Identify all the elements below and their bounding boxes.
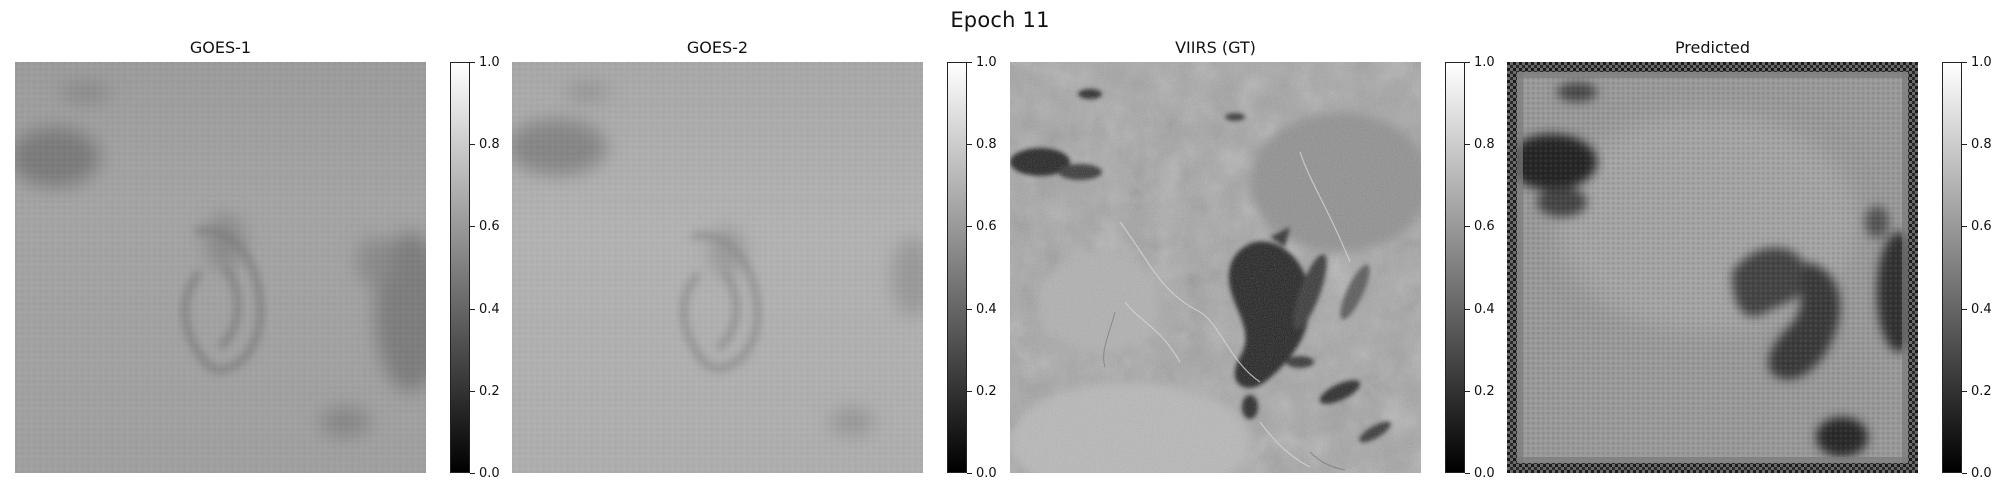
colorbar-tick-label: 0.8 — [1474, 137, 1495, 152]
colorbar-tick-label: 0.6 — [479, 219, 500, 234]
colorbar-tick — [967, 391, 972, 392]
colorbar-tick-label: 0.4 — [976, 302, 997, 317]
panel-title-goes-2: GOES-2 — [686, 38, 749, 57]
colorbar-tick — [967, 309, 972, 310]
goes-1-satellite-image — [15, 62, 426, 473]
colorbar-tick-label: 0.4 — [1474, 302, 1495, 317]
colorbar-tick-label: 0.8 — [479, 137, 500, 152]
colorbar-tick-label: 1.0 — [479, 55, 500, 70]
panel-goes-2: GOES-2 — [512, 0, 997, 500]
colorbar-tick-label: 0.0 — [479, 466, 500, 481]
colorbar-tick — [470, 391, 475, 392]
panel-title-viirs-gt: VIIRS (GT) — [1175, 38, 1256, 57]
colorbar-tick — [1962, 144, 1967, 145]
viirs-ground-truth-satellite-image — [1010, 62, 1421, 473]
colorbar-tick — [1962, 391, 1967, 392]
colorbar — [1942, 62, 1962, 473]
colorbar-tick-label: 0.6 — [976, 219, 997, 234]
colorbar-tick-label: 0.2 — [976, 384, 997, 399]
colorbar-tick — [967, 226, 972, 227]
colorbar-tick-label: 1.0 — [1971, 55, 1992, 70]
colorbar-tick-label: 0.4 — [479, 302, 500, 317]
colorbar-tick-label: 0.2 — [1474, 384, 1495, 399]
colorbar-tick-label: 0.2 — [1971, 384, 1992, 399]
colorbar-tick — [470, 226, 475, 227]
colorbar-tick — [1962, 226, 1967, 227]
colorbar-tick — [1962, 309, 1967, 310]
colorbar-tick — [470, 62, 475, 63]
colorbar-tick-label: 0.0 — [1474, 466, 1495, 481]
colorbar-tick — [470, 144, 475, 145]
panel-goes-1: GOES-1 — [15, 0, 500, 500]
colorbar-tick-label: 0.0 — [976, 466, 997, 481]
colorbar-tick — [470, 473, 475, 474]
panel-viirs-gt: VIIRS (GT) — [1010, 0, 1495, 500]
colorbar-tick-label: 0.8 — [1971, 137, 1992, 152]
colorbar-tick — [1962, 62, 1967, 63]
panel-title-predicted: Predicted — [1674, 38, 1751, 57]
colorbar-tick — [1465, 309, 1470, 310]
colorbar-tick — [967, 62, 972, 63]
colorbar-tick-label: 0.6 — [1971, 219, 1992, 234]
colorbar-tick-label: 1.0 — [1474, 55, 1495, 70]
colorbar-tick — [1465, 226, 1470, 227]
colorbar-tick-label: 0.2 — [479, 384, 500, 399]
colorbar-tick — [1465, 473, 1470, 474]
panel-predicted: Predicted — [1507, 0, 1992, 500]
colorbar — [947, 62, 967, 473]
colorbar-tick — [967, 144, 972, 145]
colorbar-tick — [1465, 62, 1470, 63]
panel-title-goes-1: GOES-1 — [189, 38, 252, 57]
colorbar-tick-label: 0.6 — [1474, 219, 1495, 234]
predicted-satellite-image — [1507, 62, 1918, 473]
colorbar — [450, 62, 470, 473]
colorbar-tick — [470, 309, 475, 310]
colorbar-tick-label: 0.4 — [1971, 302, 1992, 317]
colorbar-tick-label: 0.0 — [1971, 466, 1992, 481]
colorbar-tick-label: 1.0 — [976, 55, 997, 70]
goes-2-satellite-image — [512, 62, 923, 473]
colorbar-tick — [1962, 473, 1967, 474]
figure-title: Epoch 11 — [950, 8, 1050, 32]
colorbar-tick — [1465, 391, 1470, 392]
colorbar-tick-label: 0.8 — [976, 137, 997, 152]
colorbar — [1445, 62, 1465, 473]
colorbar-tick — [1465, 144, 1470, 145]
colorbar-tick — [967, 473, 972, 474]
